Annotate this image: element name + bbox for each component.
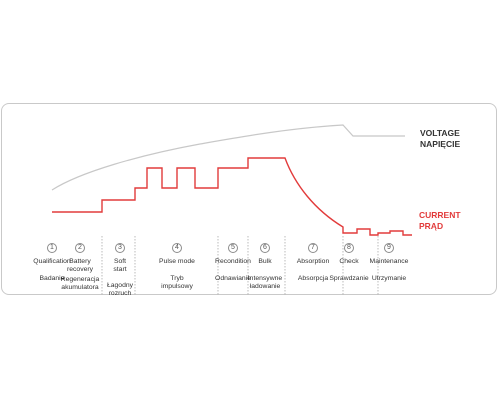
diagram-panel [1, 103, 497, 295]
step-number: 6 [260, 243, 270, 253]
current-curve [52, 157, 412, 236]
step-label-pl: Sprawdzanie [329, 275, 369, 282]
step-label-en: Pulse mode [159, 258, 195, 265]
step-label-pl: Intensywne ładowanie [247, 275, 283, 291]
step-label-en: Recondition [215, 258, 251, 265]
step-label-pl: Tryb impulsowy [161, 275, 193, 291]
step-label-en: Absorption [296, 258, 330, 265]
step-label-pl: Badanie [39, 275, 65, 282]
step-label-pl: Odnawianie [215, 275, 251, 282]
step-label-en: Check [339, 258, 359, 265]
voltage-label: VOLTAGE NAPIĘCIE [420, 128, 460, 150]
voltage-label-en: VOLTAGE [420, 128, 460, 138]
step-label-pl: Regeneracja akumulatora [60, 276, 100, 292]
step-label-pl: Utrzymanie [371, 275, 407, 282]
step-number: 3 [115, 243, 125, 253]
step-number: 7 [308, 243, 318, 253]
step-number: 9 [384, 243, 394, 253]
step-dividers [101, 236, 379, 296]
step-number: 4 [172, 243, 182, 253]
current-label: CURRENT PRĄD [419, 210, 461, 232]
step-number: 5 [228, 243, 238, 253]
current-label-pl: PRĄD [419, 221, 444, 231]
step-label-pl: Absorpcja [297, 275, 329, 282]
step-number: 1 [47, 243, 57, 253]
step-label-en: Maintenance [369, 258, 409, 265]
step-label-en: Bulk [258, 258, 272, 265]
voltage-label-pl: NAPIĘCIE [420, 139, 461, 149]
step-number: 2 [75, 243, 85, 253]
voltage-curve [51, 124, 405, 191]
current-label-en: CURRENT [419, 210, 461, 220]
step-label-pl: Łagodny rozruch [106, 282, 134, 298]
step-label-en: Soft start [113, 258, 127, 274]
step-label-en: Qualification [33, 258, 71, 265]
step-label-en: Battery recovery [66, 258, 94, 274]
step-number: 8 [344, 243, 354, 253]
